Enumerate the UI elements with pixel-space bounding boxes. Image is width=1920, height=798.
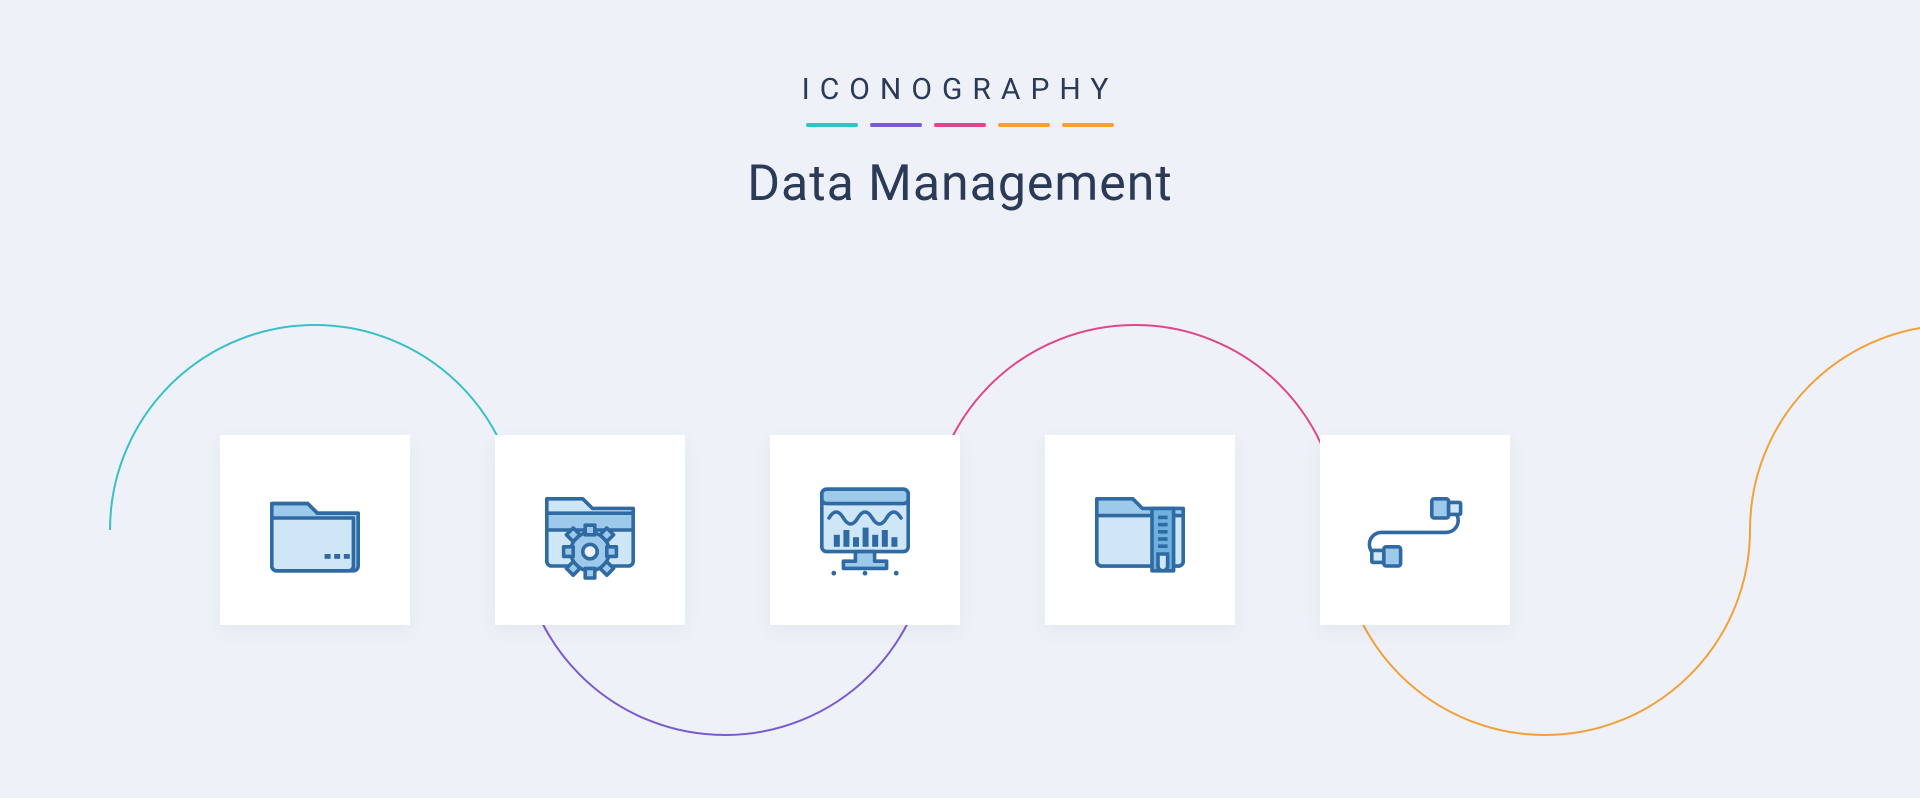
cards-layer	[0, 300, 1920, 760]
folder-compress-icon	[1080, 470, 1200, 590]
header: ICONOGRAPHY Data Management	[0, 0, 1920, 213]
accent-seg	[806, 123, 858, 127]
card-folder-gear	[495, 435, 685, 625]
monitor-graph-icon	[805, 470, 925, 590]
brand-text: ICONOGRAPHY	[0, 72, 1920, 107]
accent-bar	[0, 123, 1920, 127]
accent-seg	[998, 123, 1050, 127]
page-title: Data Management	[0, 155, 1920, 213]
accent-seg	[870, 123, 922, 127]
card-cable	[1320, 435, 1510, 625]
accent-seg	[1062, 123, 1114, 127]
accent-seg	[934, 123, 986, 127]
folder-gear-icon	[530, 470, 650, 590]
icon-stage	[0, 300, 1920, 760]
card-monitor	[770, 435, 960, 625]
folder-icon	[255, 470, 375, 590]
cable-icon	[1355, 470, 1475, 590]
card-compress	[1045, 435, 1235, 625]
card-folder	[220, 435, 410, 625]
